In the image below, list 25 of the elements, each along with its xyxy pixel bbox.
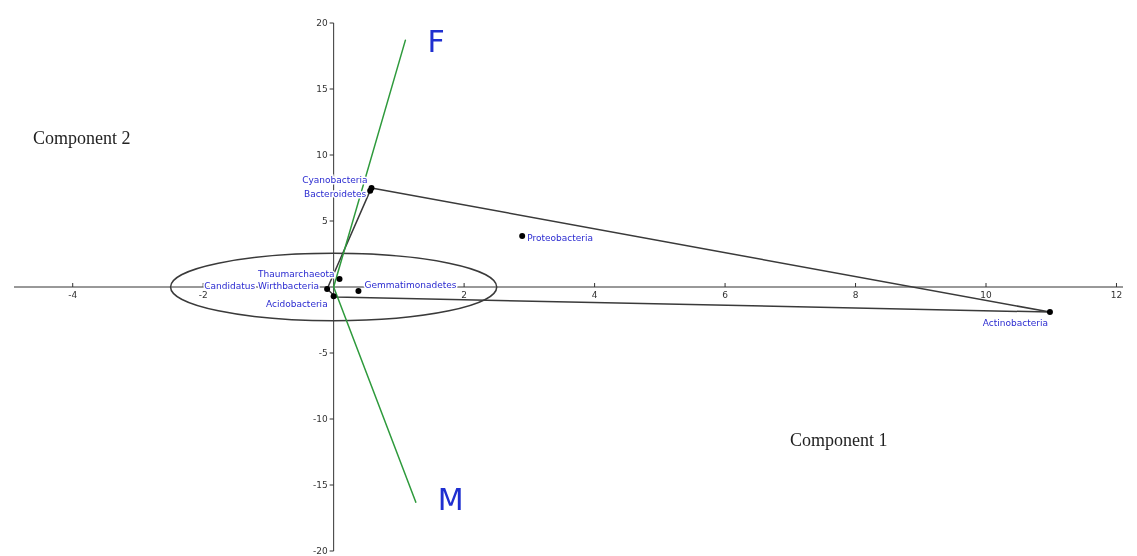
y-axis-title: Component 2 (33, 128, 131, 148)
x-tick-label: 12 (1110, 290, 1123, 300)
x-tick-label: 2 (461, 290, 467, 300)
series-label: F (427, 24, 445, 60)
x-tick-label: 6 (722, 290, 729, 300)
annotation: Proteobacteria (527, 233, 593, 244)
x-tick-label: -2 (198, 290, 208, 300)
x-tick-label: 8 (852, 290, 859, 300)
annotation: Acidobacteria (266, 299, 328, 310)
annotation: Actinobacteria (982, 318, 1048, 329)
y-tick-label: -10 (312, 414, 328, 424)
annotation: Gemmatimonadetes (364, 279, 457, 290)
series-label: M (437, 482, 464, 518)
y-tick-label: -15 (312, 480, 328, 490)
annotation: Candidatus Wirthbacteria (204, 280, 320, 291)
x-tick-label: 10 (980, 290, 993, 300)
y-tick-label: -20 (312, 546, 328, 556)
y-tick-label: 20 (316, 18, 328, 28)
y-tick-label: -5 (318, 348, 328, 358)
x-tick-label: 4 (591, 290, 598, 300)
y-tick-label: 5 (321, 216, 328, 226)
y-tick-label: 10 (316, 150, 328, 160)
x-tick-label: -4 (68, 290, 78, 300)
y-tick-label: 15 (316, 84, 328, 94)
x-axis-title: Component 1 (790, 430, 888, 450)
